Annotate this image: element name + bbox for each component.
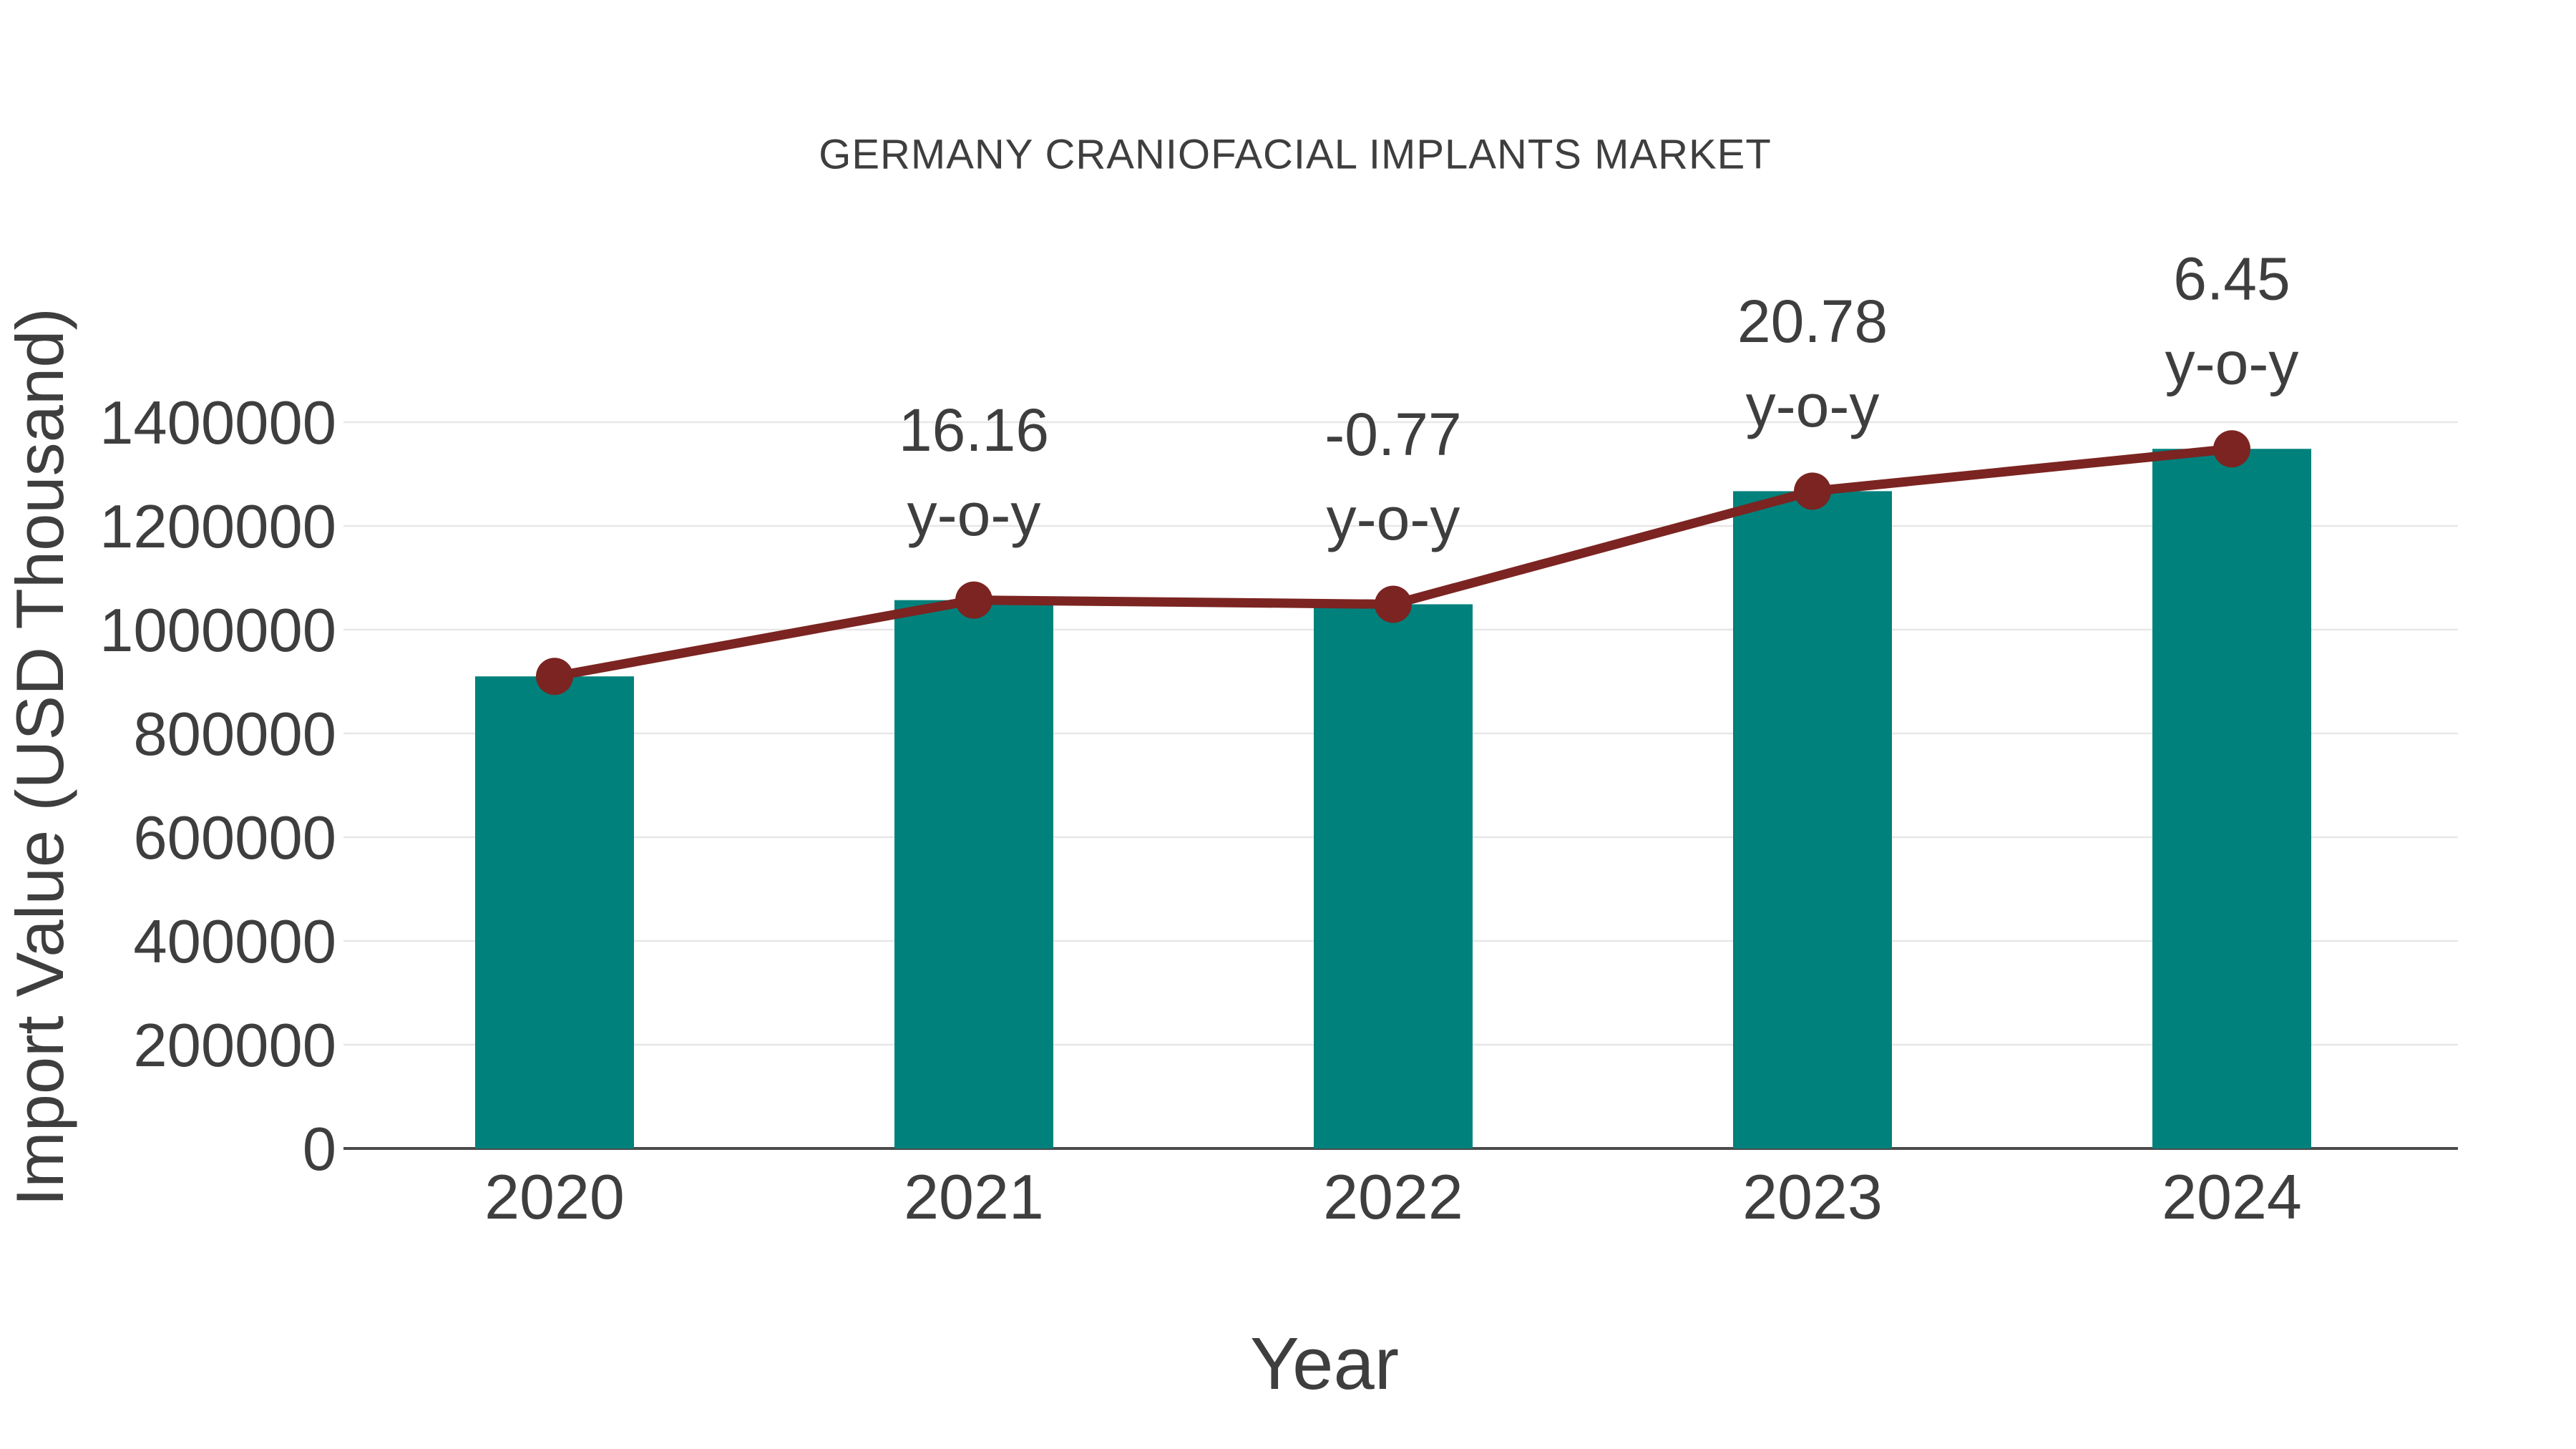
annotation-label-2021: y-o-y — [907, 481, 1041, 548]
annotations-layer: 16.16 y-o-y -0.77 y-o-y 20.78 y-o-y 6.45 y-o-y — [899, 245, 2298, 552]
y-tick-label-1400000: 1400000 — [99, 389, 336, 457]
trend-marker-2024 — [2213, 430, 2250, 468]
annotation-value-2021: 16.16 — [899, 396, 1049, 464]
y-tick-label-400000: 400000 — [133, 908, 336, 976]
y-tick-label-1000000: 1000000 — [99, 597, 336, 665]
bar-2024 — [2152, 449, 2311, 1148]
annotation-label-2024: y-o-y — [2165, 330, 2299, 397]
bar-2021 — [894, 600, 1053, 1148]
y-axis-title: Import Value (USD Thousand) — [2, 308, 77, 1206]
x-tick-label-2022: 2022 — [1323, 1161, 1463, 1232]
trend-marker-2020 — [536, 658, 573, 696]
trend-marker-2021 — [955, 581, 992, 619]
x-axis-title: Year — [1250, 1322, 1399, 1405]
x-tick-label-2024: 2024 — [2162, 1161, 2302, 1232]
annotation-label-2022: y-o-y — [1327, 485, 1460, 552]
trend-marker-2023 — [1794, 472, 1831, 510]
annotation-value-2022: -0.77 — [1324, 401, 1461, 468]
y-tick-label-1200000: 1200000 — [99, 493, 336, 561]
x-tick-label-2023: 2023 — [1742, 1161, 1883, 1232]
trend-marker-2022 — [1375, 585, 1412, 623]
y-tick-label-600000: 600000 — [133, 804, 336, 872]
annotation-value-2023: 20.78 — [1737, 288, 1888, 355]
annotation-label-2023: y-o-y — [1746, 372, 1880, 439]
trend-line-layer — [536, 430, 2250, 696]
y-tick-label-0: 0 — [303, 1116, 336, 1184]
tick-labels-layer: 0 200000 400000 600000 800000 1000000 1200000 1… — [99, 389, 2302, 1232]
annotation-value-2024: 6.45 — [2173, 245, 2290, 313]
x-tick-label-2020: 2020 — [484, 1161, 625, 1232]
bars-layer — [475, 449, 2311, 1148]
bar-2020 — [475, 676, 634, 1148]
chart-title: GERMANY CRANIOFACIAL IMPLANTS MARKET — [819, 131, 1772, 177]
y-tick-label-200000: 200000 — [133, 1012, 336, 1080]
bar-2023 — [1733, 491, 1892, 1148]
x-tick-label-2021: 2021 — [904, 1161, 1044, 1232]
y-tick-label-800000: 800000 — [133, 701, 336, 769]
bar-2022 — [1314, 604, 1473, 1148]
